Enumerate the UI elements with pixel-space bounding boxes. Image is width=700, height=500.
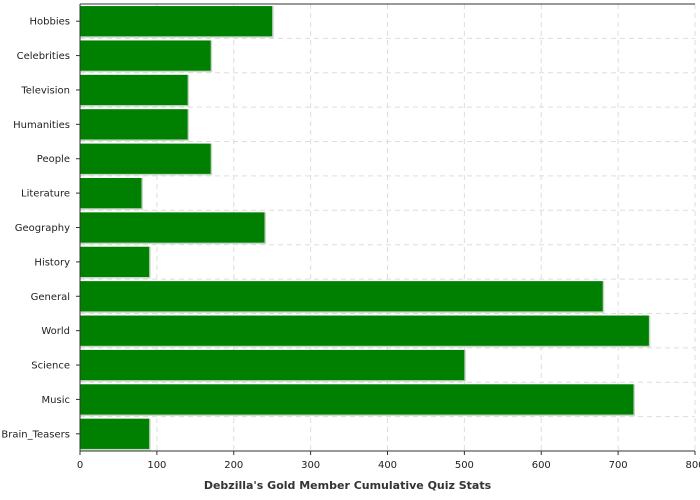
bar-people bbox=[80, 143, 211, 174]
bar-humanities bbox=[80, 109, 188, 140]
bar-celebrities bbox=[80, 40, 211, 71]
x-tick-label: 400 bbox=[378, 460, 397, 471]
y-tick-label: Geography bbox=[15, 223, 70, 234]
y-tick-labels: Hobbies Celebrities Television Humanities Pe… bbox=[1, 17, 80, 440]
y-tick-label: Humanities bbox=[13, 120, 70, 131]
y-tick-label: Celebrities bbox=[17, 51, 70, 62]
y-tick-label: General bbox=[31, 292, 70, 303]
bar-general bbox=[80, 281, 603, 312]
grid-lines bbox=[80, 4, 696, 451]
x-tick-label: 800 bbox=[685, 460, 700, 471]
bar-history bbox=[80, 246, 150, 278]
y-tick-label: Science bbox=[31, 361, 70, 372]
bar-world bbox=[80, 315, 649, 346]
x-tick-label: 700 bbox=[609, 460, 628, 471]
x-tick-label: 600 bbox=[532, 460, 551, 471]
bar-television bbox=[80, 74, 188, 106]
bar-brain-teasers bbox=[80, 418, 150, 449]
y-tick-label: People bbox=[37, 154, 70, 165]
y-tick-label: Television bbox=[20, 85, 70, 96]
bar-hobbies bbox=[80, 6, 273, 37]
x-axis-title: Debzilla's Gold Member Cumulative Quiz S… bbox=[204, 479, 492, 492]
y-tick-label: Literature bbox=[21, 189, 70, 200]
y-tick-label: World bbox=[41, 326, 70, 337]
y-tick-label: Hobbies bbox=[30, 17, 70, 28]
x-tick-label: 100 bbox=[147, 460, 166, 471]
y-tick-label: Music bbox=[42, 395, 70, 406]
bar-science bbox=[80, 349, 465, 381]
x-tick-label: 200 bbox=[224, 460, 243, 471]
x-tick-label: 500 bbox=[455, 460, 474, 471]
bar-music bbox=[80, 384, 634, 415]
bars bbox=[80, 6, 651, 451]
bar-literature bbox=[80, 177, 142, 209]
x-tick-label: 300 bbox=[301, 460, 320, 471]
x-tick-label: 0 bbox=[77, 460, 83, 471]
y-tick-label: Brain_Teasers bbox=[1, 429, 70, 440]
bar-geography bbox=[80, 212, 265, 243]
x-tick-labels: 0 100 200 300 400 500 600 700 800 bbox=[77, 451, 700, 471]
y-tick-label: History bbox=[34, 257, 70, 268]
